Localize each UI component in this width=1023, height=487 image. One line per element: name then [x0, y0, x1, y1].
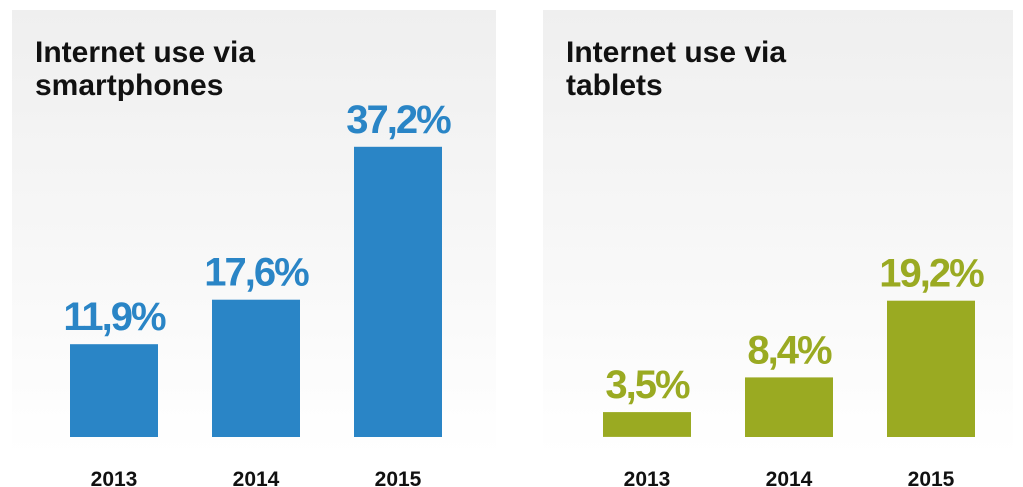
bar-2014 — [212, 299, 300, 437]
smartphones-chart-panel: Internet use via smartphones 11,9% 2013 17… — [12, 10, 496, 487]
tablets-chart-panel: Internet use via tablets 3,5% 2013 8,4% 201… — [543, 10, 1013, 487]
data-label-2014: 8,4% — [747, 328, 832, 372]
chart-title: Internet use via smartphones — [35, 36, 256, 102]
x-tick-label-2015: 2015 — [375, 468, 422, 487]
x-tick-label-2013: 2013 — [624, 468, 671, 487]
x-tick-label-2013: 2013 — [91, 468, 138, 487]
smartphones-bar-chart: 11,9% 2013 17,6% 2014 37,2% 2015 — [63, 98, 453, 487]
data-label-2015: 19,2% — [879, 252, 984, 296]
bar-2014 — [745, 377, 833, 437]
data-label-2013: 3,5% — [605, 363, 690, 407]
x-tick-label-2015: 2015 — [908, 468, 955, 487]
chart-title: Internet use via tablets — [566, 36, 787, 102]
data-label-2013: 11,9% — [63, 295, 166, 339]
bar-2013 — [603, 412, 691, 437]
tablets-bar-chart: 3,5% 2013 8,4% 2014 19,2% 2015 — [603, 252, 986, 487]
data-label-2015: 37,2% — [346, 98, 451, 142]
bar-2015 — [354, 146, 442, 438]
x-tick-label-2014: 2014 — [766, 468, 813, 487]
bar-2013 — [70, 344, 158, 437]
bar-2015 — [887, 300, 975, 437]
data-label-2014: 17,6% — [204, 251, 309, 295]
x-tick-label-2014: 2014 — [233, 468, 280, 487]
